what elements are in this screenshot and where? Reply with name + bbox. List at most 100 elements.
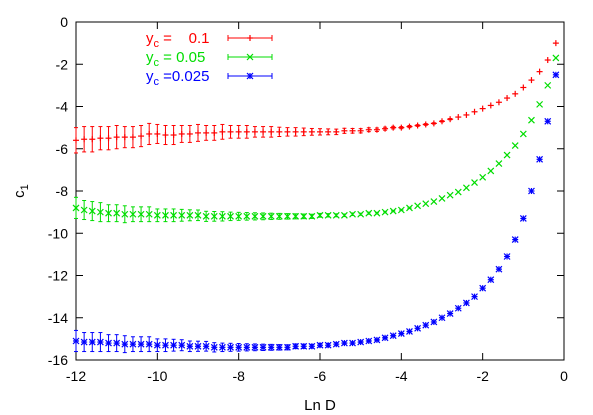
marker-stroke	[178, 341, 186, 349]
data-point	[487, 276, 495, 284]
data-point	[446, 191, 454, 199]
marker-stroke	[121, 340, 129, 348]
marker-stroke	[105, 209, 112, 217]
data-point	[121, 210, 129, 218]
legend-label-sub: c	[154, 38, 160, 50]
marker-stroke	[218, 343, 226, 351]
data-point	[259, 343, 267, 351]
y-tick-label: 0	[60, 14, 68, 30]
data-point	[430, 198, 438, 205]
data-point	[365, 126, 372, 133]
marker-stroke	[406, 328, 413, 335]
marker-stroke	[479, 173, 487, 181]
data-point	[422, 321, 430, 329]
marker-stroke	[454, 188, 462, 196]
marker-stroke	[544, 81, 552, 89]
data-point	[292, 212, 300, 220]
marker-stroke	[316, 341, 324, 349]
marker-stroke	[210, 343, 218, 351]
marker-stroke	[528, 187, 535, 195]
data-point	[520, 84, 527, 91]
data-point	[349, 339, 356, 347]
marker-stroke	[259, 343, 267, 351]
data-point	[292, 128, 299, 135]
data-point	[235, 212, 243, 220]
legend-entry-3: yc =0.025	[146, 68, 273, 88]
data-point	[528, 77, 535, 84]
marker-stroke	[495, 160, 503, 167]
marker-stroke	[528, 116, 535, 124]
data-point	[113, 339, 121, 347]
marker-stroke	[503, 151, 511, 159]
marker-stroke	[349, 339, 356, 347]
data-point	[389, 332, 397, 340]
data-point	[390, 124, 397, 131]
data-point	[365, 337, 373, 345]
data-point	[81, 136, 88, 143]
data-point	[145, 340, 153, 348]
data-point	[381, 208, 389, 216]
data-point	[479, 284, 487, 292]
data-point	[218, 343, 226, 351]
data-point	[536, 155, 544, 163]
marker-stroke	[246, 53, 254, 61]
series-2	[72, 54, 560, 224]
marker-stroke	[471, 293, 478, 301]
data-point	[463, 111, 470, 118]
data-point	[138, 133, 145, 140]
marker-stroke	[471, 179, 478, 186]
data-point	[397, 206, 405, 214]
data-point	[195, 129, 201, 136]
x-tick-label: -8	[232, 368, 245, 384]
data-point	[479, 173, 487, 181]
data-point	[365, 209, 373, 217]
data-point	[471, 179, 478, 186]
marker-stroke	[414, 324, 422, 332]
legend-label-sub: c	[154, 76, 160, 88]
marker-stroke	[357, 210, 365, 218]
legend-label-sub: c	[154, 57, 160, 69]
marker-stroke	[243, 212, 251, 220]
marker-stroke	[235, 343, 243, 351]
marker-stroke	[365, 337, 373, 345]
data-point	[105, 135, 112, 142]
marker-stroke	[88, 207, 96, 215]
marker-stroke	[389, 207, 397, 215]
data-point	[137, 210, 145, 218]
data-point	[235, 128, 242, 135]
data-point	[80, 338, 88, 346]
marker-stroke	[511, 142, 519, 150]
data-point	[317, 128, 323, 135]
data-point	[80, 206, 88, 214]
data-point	[414, 122, 421, 129]
marker-stroke	[186, 211, 194, 219]
marker-stroke	[145, 210, 153, 218]
data-point	[170, 341, 178, 349]
data-point	[495, 160, 503, 167]
data-point	[511, 142, 519, 150]
data-point	[414, 202, 422, 210]
y-tick-label: -12	[48, 268, 68, 284]
marker-stroke	[324, 211, 332, 219]
marker-stroke	[80, 206, 88, 214]
data-point	[349, 127, 356, 134]
series-3	[72, 71, 560, 354]
data-point	[227, 128, 234, 135]
data-point	[381, 334, 389, 342]
data-point	[162, 341, 169, 349]
marker-stroke	[202, 342, 210, 350]
data-point	[186, 130, 193, 137]
data-point	[503, 151, 511, 159]
data-point	[447, 116, 454, 123]
marker-stroke	[438, 194, 446, 202]
data-point	[519, 130, 527, 138]
marker-stroke	[96, 208, 104, 216]
x-tick-label: -4	[395, 368, 408, 384]
marker-stroke	[446, 191, 454, 199]
marker-stroke	[227, 212, 234, 220]
data-point	[552, 40, 559, 47]
y-tick-label: -4	[56, 99, 69, 115]
data-point	[88, 338, 96, 346]
data-point	[202, 342, 210, 350]
